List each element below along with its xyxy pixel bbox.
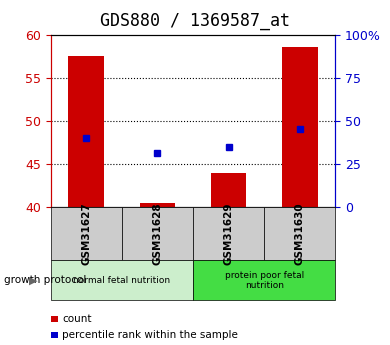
- Text: GSM31628: GSM31628: [152, 203, 163, 265]
- Text: GSM31627: GSM31627: [81, 203, 91, 265]
- Text: percentile rank within the sample: percentile rank within the sample: [62, 330, 238, 339]
- Text: protein poor fetal
nutrition: protein poor fetal nutrition: [225, 270, 304, 290]
- Text: count: count: [62, 314, 92, 324]
- Bar: [140, 203, 175, 207]
- Text: normal fetal nutrition: normal fetal nutrition: [73, 276, 170, 285]
- Text: GSM31630: GSM31630: [295, 203, 305, 265]
- Bar: [282, 47, 317, 207]
- Text: GDS880 / 1369587_at: GDS880 / 1369587_at: [100, 12, 290, 30]
- Bar: [211, 172, 246, 207]
- Text: GSM31629: GSM31629: [223, 203, 234, 265]
- Bar: [69, 56, 104, 207]
- Text: growth protocol: growth protocol: [4, 275, 86, 285]
- Text: ▶: ▶: [29, 275, 38, 285]
